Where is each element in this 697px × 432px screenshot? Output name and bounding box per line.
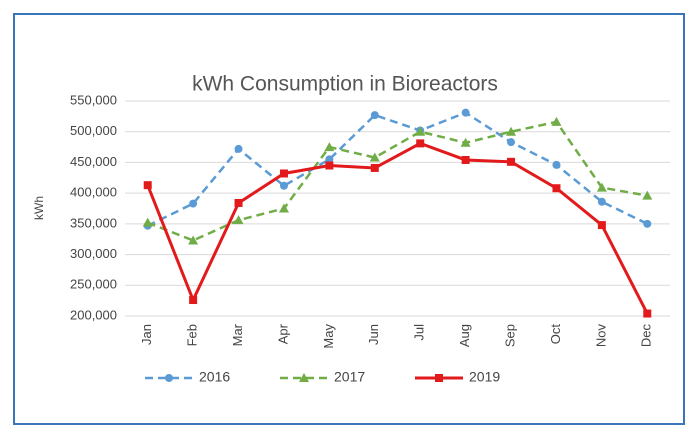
y-tick-label: 200,000 [70,307,117,322]
point [369,152,380,162]
point [279,169,288,178]
x-tick-label: Nov [593,324,608,348]
x-tick-label: Sep [502,324,517,347]
point [142,217,153,227]
x-tick-label: Apr [275,323,290,344]
x-tick-label: Mar [230,323,245,346]
legend-label: 2016 [199,369,230,385]
point [460,137,471,147]
point [370,163,379,172]
point [552,184,561,193]
point [643,219,652,228]
y-tick-label: 250,000 [70,277,117,292]
y-tick-label: 350,000 [70,215,117,230]
point [189,296,198,305]
series-line [147,111,648,227]
y-tick-label: 550,000 [70,92,117,107]
point [552,160,561,169]
point [324,142,335,152]
x-tick-label: Feb [185,324,200,346]
x-tick-label: Jul [412,324,427,341]
chart-title: kWh Consumption in Bioreactors [192,73,498,96]
point [189,199,198,208]
point [597,221,606,230]
point [370,111,379,120]
point [415,126,426,136]
point [325,155,334,164]
point [597,197,606,206]
point [143,181,152,190]
point [507,138,516,147]
point [234,144,243,153]
point [507,157,516,166]
point [643,309,652,318]
y-tick-label: 400,000 [70,185,117,200]
y-tick-label: 300,000 [70,246,117,261]
point [461,108,470,117]
point [279,181,288,190]
series-line [147,120,648,242]
point [506,126,517,136]
legend-label: 2017 [334,369,365,385]
y-axis-label: kWh [32,196,46,220]
series-line [146,141,649,315]
point [278,203,289,213]
point [234,198,243,207]
x-tick-label: May [321,324,336,349]
x-tick-label: Dec [639,324,654,348]
point [461,155,470,164]
x-tick-label: Jun [366,324,381,345]
point [416,139,425,148]
x-tick-label: Oct [548,324,563,345]
point [551,116,562,126]
point [596,182,607,192]
y-tick-label: 500,000 [70,123,117,138]
legend-marker [435,374,443,382]
point [233,215,244,225]
point [188,235,199,245]
y-tick-label: 450,000 [70,154,117,169]
legend-marker [299,373,309,382]
x-tick-label: Aug [457,324,472,347]
chart-frame [13,13,685,425]
point [325,161,334,170]
x-tick-label: Jan [139,324,154,345]
point [642,190,653,200]
legend-label: 2019 [469,369,500,385]
legend-marker [165,374,173,382]
